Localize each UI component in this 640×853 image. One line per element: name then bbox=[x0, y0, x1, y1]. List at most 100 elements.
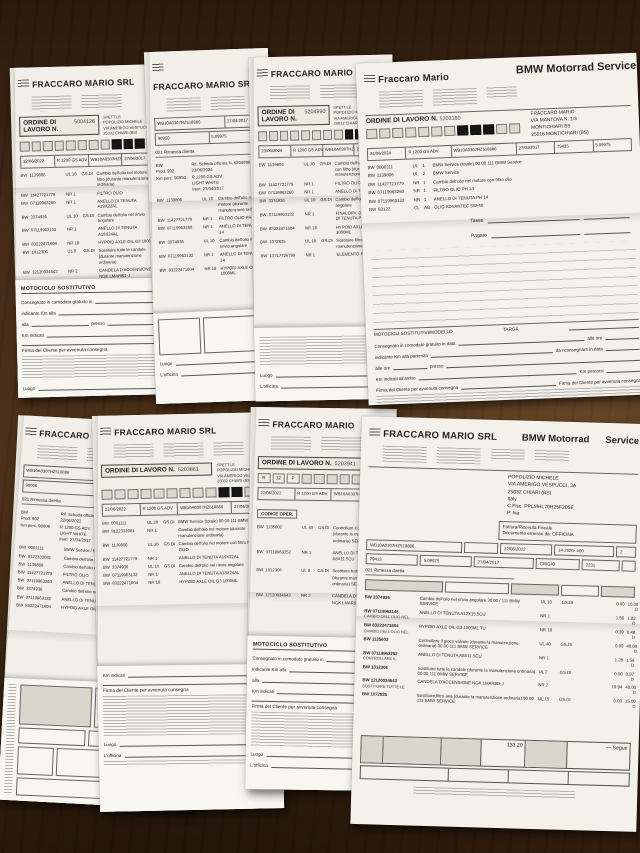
part-qty: NR 18 bbox=[148, 580, 161, 586]
item-flag: GS.DI bbox=[561, 600, 574, 606]
part-brand: BW bbox=[21, 200, 29, 206]
item-code: BW 07119963252 CONTROLLARE IL bbox=[362, 649, 398, 662]
part-qty: UL 40 bbox=[301, 524, 314, 530]
field-vin: WB10A0307HZ518886 bbox=[88, 154, 123, 167]
address-lines bbox=[166, 97, 201, 113]
moto-line: Consegnato in comodato gratuito in bbox=[21, 296, 165, 306]
part-number: 3374936 bbox=[111, 564, 129, 570]
moto-label: Km indicati all'arrivo bbox=[375, 375, 416, 382]
address-lines bbox=[213, 441, 244, 458]
part-brand: BW bbox=[157, 225, 165, 232]
field-date: 22/06/2022 bbox=[102, 504, 141, 516]
moto-label: Luogo bbox=[22, 385, 36, 392]
part-qty: UL 10 bbox=[65, 171, 77, 177]
signature-caption: Firma del Cliente per avvenuta consegna bbox=[558, 377, 640, 386]
field-model: R 1200 GS ADV bbox=[54, 155, 89, 167]
part-row: BW 8122332081 NR 1 Cambio dell'olio nel … bbox=[102, 525, 270, 540]
moto-label: presso bbox=[91, 320, 105, 326]
doc-b-title: FRACCARO MARIO SRL bbox=[152, 78, 256, 92]
part-qty: NR bbox=[413, 188, 420, 194]
part-number: 83122 bbox=[378, 206, 391, 212]
moto-label: Luogo bbox=[259, 372, 273, 378]
part-number: 07119963132 bbox=[112, 572, 138, 578]
item-description: Sostituire filtro aria (durante la manut… bbox=[416, 693, 534, 705]
part-flag: 1 bbox=[423, 179, 426, 185]
part-brand: BW bbox=[102, 542, 110, 548]
moto-label: Consegnato in comodato gratuito in bbox=[21, 298, 93, 306]
item-description: ANELLO DI TENUTA A12X15.5CU bbox=[419, 609, 486, 617]
part-brand: BW bbox=[103, 572, 111, 579]
item-unit-price: 19.94 bbox=[611, 684, 623, 690]
checkbox-row bbox=[366, 123, 521, 140]
fine-print bbox=[22, 353, 166, 381]
item-qty: NR 1 bbox=[539, 654, 549, 660]
empty-form-box bbox=[15, 777, 104, 799]
part-row: BW 1139806 UL 10 Cambio dell'olio nel mo… bbox=[157, 195, 266, 216]
part-row: BW 1139806 UL 10 GS.DI Cambio dell'olio … bbox=[103, 539, 271, 554]
company-logo-icon bbox=[369, 428, 381, 437]
ruled-empty-rows bbox=[370, 240, 639, 325]
part-flag: GS.DI bbox=[83, 248, 95, 254]
order-label: ORDINE DI LAVORO N. bbox=[365, 115, 438, 126]
part-brand: BW bbox=[18, 552, 26, 559]
part-brand: BW bbox=[367, 164, 375, 170]
item-description: ANELLO DI TENUTA A8X11.5CU bbox=[418, 651, 482, 659]
doc-b-header: FRACCARO MARIO SRL bbox=[152, 55, 261, 95]
moto-label: L'officina bbox=[260, 383, 278, 389]
address-block bbox=[382, 445, 638, 469]
item-total: 1.83 D bbox=[627, 615, 636, 626]
empty-form-box bbox=[18, 684, 93, 728]
part-flag bbox=[317, 593, 332, 606]
part-row: BW 3374936 UL 10 GS.DI Cambio dell'olio … bbox=[22, 211, 158, 226]
part-desc: OLIO ADVANTEC 5W-40 bbox=[434, 202, 484, 210]
part-brand: BW bbox=[259, 225, 267, 231]
part-number: 13717726799 bbox=[269, 252, 296, 259]
item-code: BW 1072935 bbox=[361, 691, 388, 698]
item-unit-price: 0.00 bbox=[616, 601, 625, 607]
part-row: BW 3374936 UL 10 Cambio dell'olio nel ri… bbox=[158, 236, 266, 251]
part-flag: GS.DI bbox=[163, 519, 175, 525]
moto-label: alle ore bbox=[587, 335, 603, 341]
part-brand: BW bbox=[259, 198, 267, 204]
field-date: 24/06/2024 bbox=[367, 147, 407, 160]
part-row: BW 07119963132 NR 1 ANELLO DI TENUTA PH … bbox=[159, 250, 267, 265]
part-number: 3374936 bbox=[30, 213, 47, 220]
address-lines bbox=[113, 443, 154, 460]
doc-f-header: FRACCARO MARIO SRL bbox=[100, 419, 268, 441]
company-logo-icon bbox=[256, 68, 268, 78]
part-qty: UL 8 bbox=[67, 248, 77, 255]
part-number: 11427721779 bbox=[268, 181, 294, 187]
part-number: 11427721779 bbox=[29, 191, 56, 198]
moto-label: Luogo bbox=[103, 741, 117, 748]
moto-label: Km indicati bbox=[102, 672, 125, 679]
order-number: 5203160 bbox=[439, 115, 461, 123]
part-number: 07119963260 bbox=[268, 189, 294, 195]
address-lines bbox=[320, 84, 361, 101]
part-brand: BW bbox=[20, 172, 28, 178]
part-qty: NR 1 bbox=[147, 527, 157, 534]
part-row: BW 1139806 UL 10 GS.DI Cambio dell'olio … bbox=[20, 169, 156, 190]
item-total: 0.97 D bbox=[625, 671, 635, 682]
part-flag bbox=[164, 571, 179, 577]
moto-label: indicante Km alla bbox=[252, 666, 287, 673]
part-number: 1139806 bbox=[27, 561, 44, 568]
part-qty: NR 1 bbox=[304, 210, 315, 217]
part-flag: GS.DI bbox=[320, 196, 332, 202]
part-qty: NR 1 bbox=[148, 571, 158, 578]
moto-label: alla bbox=[21, 321, 29, 328]
item-unit-price: 0.00 bbox=[614, 643, 624, 649]
field-reg-date: 27/04/2017 bbox=[516, 141, 556, 155]
moto-label: L'officina bbox=[250, 762, 268, 768]
item-total: 1.56 D bbox=[625, 657, 635, 668]
address-lines bbox=[210, 95, 245, 111]
part-flag bbox=[320, 189, 335, 195]
moto-label: indicante Km alla partenza bbox=[374, 352, 428, 360]
field-km: 79435 bbox=[554, 140, 594, 153]
field-date: 22/06/2022 bbox=[21, 155, 56, 168]
part-brand: BW bbox=[158, 239, 166, 245]
part-qty: NR 1 bbox=[305, 252, 316, 258]
class-box: 12 bbox=[272, 473, 285, 484]
part-brand: BW bbox=[368, 181, 376, 187]
item-total: 48.00 D bbox=[625, 684, 637, 696]
